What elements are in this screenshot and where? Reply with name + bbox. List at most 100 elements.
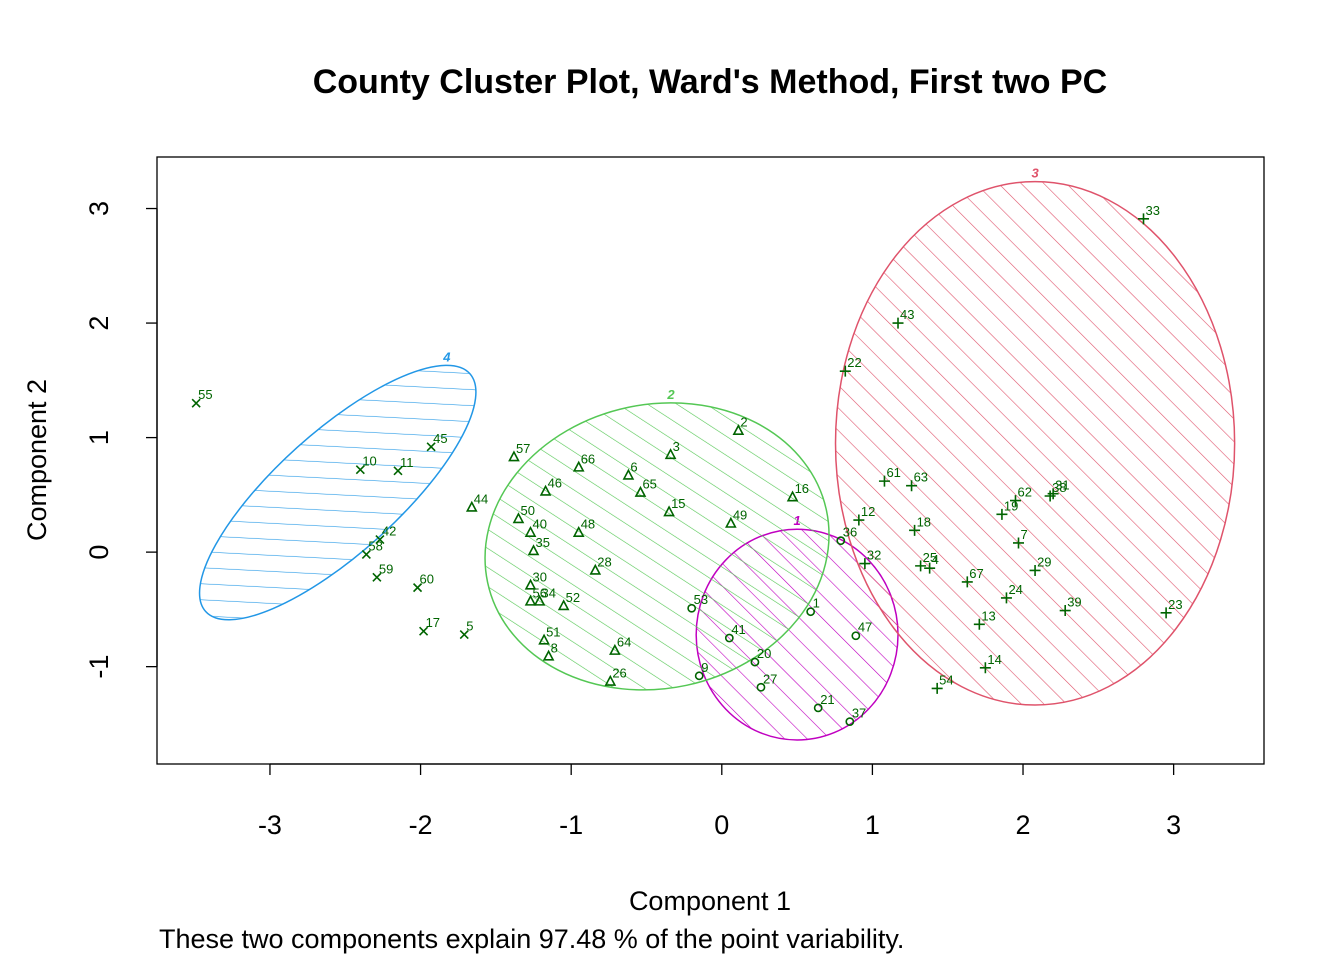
point-marker-circle — [845, 717, 855, 727]
point-marker-plus — [1059, 605, 1071, 617]
point-label: 43 — [900, 307, 914, 322]
point-label: 26 — [612, 666, 626, 681]
data-point-56: 56 — [524, 585, 547, 606]
data-point-50: 50 — [512, 503, 535, 524]
data-point-24: 24 — [1000, 582, 1023, 604]
point-marker-x — [372, 572, 382, 582]
point-marker-x — [459, 630, 469, 640]
data-point-30: 30 — [524, 569, 547, 590]
data-point-65: 65 — [634, 477, 657, 497]
point-marker-triangle — [539, 484, 552, 496]
point-marker-triangle — [664, 448, 677, 460]
data-point-53: 53 — [687, 592, 708, 613]
point-label: 54 — [939, 672, 953, 687]
data-point-23: 23 — [1160, 597, 1183, 619]
data-point-43: 43 — [892, 307, 914, 329]
point-marker-x — [361, 549, 371, 559]
point-label: 61 — [886, 465, 900, 480]
point-label: 18 — [917, 514, 931, 529]
x-axis: -3 -2 -1 0 1 2 3 — [258, 763, 1181, 840]
data-point-44: 44 — [465, 491, 488, 512]
point-marker-plus — [924, 562, 936, 574]
point-marker-triangle — [542, 649, 555, 661]
point-label: 53 — [694, 592, 708, 607]
point-marker-triangle — [572, 525, 585, 537]
point-label: 64 — [617, 635, 631, 650]
point-label: 28 — [597, 554, 611, 569]
point-marker-circle — [687, 603, 697, 613]
data-point-49: 49 — [725, 507, 747, 528]
point-marker-triangle — [634, 485, 647, 497]
point-label: 40 — [533, 517, 547, 532]
point-marker-triangle — [527, 544, 540, 556]
point-label: 15 — [671, 496, 685, 511]
data-point-52: 52 — [557, 590, 580, 611]
point-label: 12 — [861, 504, 875, 519]
data-point-51: 51 — [538, 624, 561, 645]
point-marker-circle — [694, 671, 704, 681]
cluster-2-ellipse — [484, 402, 830, 691]
data-point-54: 54 — [931, 672, 954, 694]
point-label: 9 — [701, 660, 708, 675]
cluster-2-label: 2 — [666, 387, 675, 402]
data-point-2: 2 — [732, 415, 748, 436]
point-marker-x — [426, 442, 436, 452]
point-marker-plus — [909, 524, 921, 536]
data-point-34: 34 — [533, 585, 556, 606]
data-point-14: 14 — [979, 652, 1002, 674]
point-marker-triangle — [524, 594, 537, 606]
point-marker-plus — [839, 365, 851, 377]
point-marker-triangle — [622, 468, 635, 480]
point-label: 60 — [420, 572, 434, 587]
point-label: 14 — [987, 652, 1001, 667]
point-label: 25 — [923, 550, 937, 565]
point-marker-triangle — [524, 525, 537, 537]
data-point-17: 17 — [419, 615, 440, 636]
data-point-63: 63 — [906, 470, 928, 492]
point-label: 56 — [533, 585, 547, 600]
y-tick-label: -1 — [84, 655, 114, 679]
cluster-3-label: 3 — [1031, 166, 1039, 181]
point-marker-circle — [836, 536, 846, 546]
point-marker-plus — [979, 662, 991, 674]
point-marker-triangle — [533, 594, 546, 606]
point-label: 23 — [1168, 597, 1182, 612]
point-marker-plus — [892, 317, 904, 329]
data-point-40: 40 — [524, 517, 547, 537]
data-point-38: 38 — [1044, 480, 1067, 502]
point-marker-circle — [813, 703, 823, 713]
point-marker-plus — [961, 576, 973, 588]
point-label: 45 — [433, 431, 447, 446]
point-label: 55 — [198, 387, 212, 402]
data-point-22: 22 — [839, 355, 862, 377]
data-point-59: 59 — [372, 561, 393, 582]
point-marker-x — [375, 534, 385, 545]
data-point-57: 57 — [508, 441, 530, 462]
point-label: 36 — [843, 525, 857, 540]
point-marker-triangle — [508, 450, 520, 462]
data-point-4: 4 — [924, 552, 939, 574]
point-marker-triangle — [524, 578, 537, 590]
data-point-15: 15 — [663, 496, 686, 517]
data-point-45: 45 — [426, 431, 448, 452]
point-marker-plus — [1009, 495, 1021, 507]
point-marker-triangle — [732, 424, 745, 436]
point-marker-circle — [750, 657, 760, 667]
point-marker-plus — [1029, 564, 1041, 576]
point-label: 17 — [426, 615, 440, 630]
point-label: 57 — [516, 441, 530, 456]
point-label: 20 — [757, 646, 771, 661]
point-marker-plus — [1044, 490, 1056, 502]
point-marker-x — [355, 465, 365, 475]
point-label: 51 — [546, 624, 560, 639]
point-label: 7 — [1021, 527, 1028, 542]
point-label: 5 — [466, 619, 473, 634]
data-point-3: 3 — [664, 439, 680, 460]
y-axis-label: Component 2 — [22, 379, 52, 541]
data-point-62: 62 — [1009, 485, 1032, 507]
point-label: 11 — [400, 455, 414, 470]
point-marker-triangle — [538, 633, 550, 645]
data-point-29: 29 — [1029, 554, 1052, 576]
